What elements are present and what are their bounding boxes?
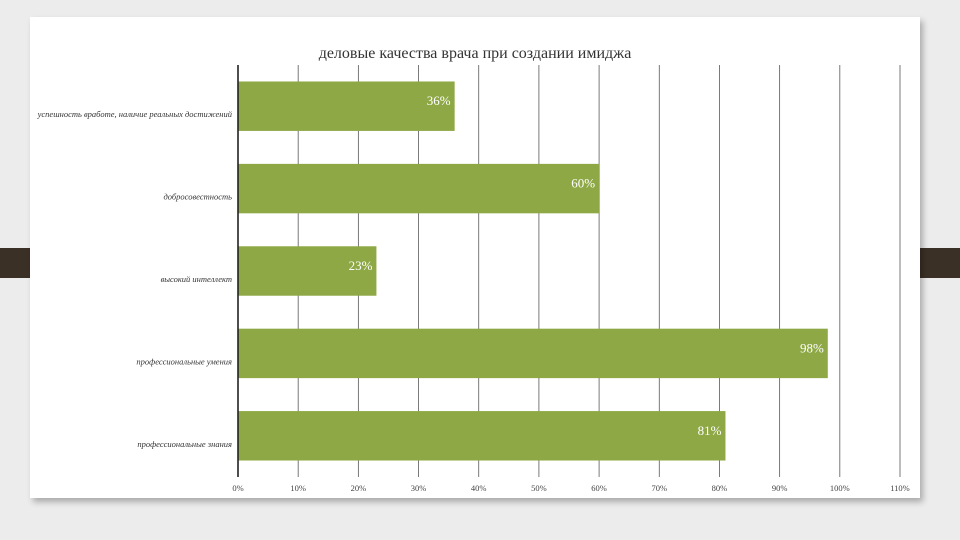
bar [238,328,828,379]
x-tick-label: 0% [232,483,243,493]
x-tick-label: 40% [471,483,487,493]
x-tick-label: 50% [531,483,547,493]
x-tick-label: 20% [351,483,367,493]
category-label: высокий интеллект [161,274,232,284]
bar [238,246,377,296]
x-tick-label: 110% [890,483,910,493]
x-tick-label: 100% [830,483,850,493]
chart-card: деловые качества врача при создании имид… [30,17,920,498]
bar [238,163,600,214]
x-tick-label: 10% [290,483,306,493]
x-tick-label: 70% [651,483,667,493]
category-label: профессиональные знания [137,439,232,449]
chart-title: деловые качества врача при создании имид… [318,45,632,62]
data-label: 98% [800,340,824,355]
bar-chart: 0% 10% 20% 30% 40% 50% 60% 70% 80% 90% 100% 110% 36%… [37,65,910,493]
category-label: успешность вработе, наличие реальных дос… [37,109,233,119]
data-label: 23% [349,258,373,273]
x-tick-label: 80% [712,483,728,493]
data-label: 60% [571,176,595,191]
data-label: 81% [698,423,722,438]
category-label: добросовестность [163,192,232,202]
category-label: профессиональные умения [136,356,232,366]
x-tick-label: 30% [411,483,427,493]
x-tick-label: 60% [591,483,607,493]
bar [238,81,455,131]
data-label: 36% [427,93,451,108]
bar [238,411,726,461]
x-tick-label: 90% [772,483,788,493]
